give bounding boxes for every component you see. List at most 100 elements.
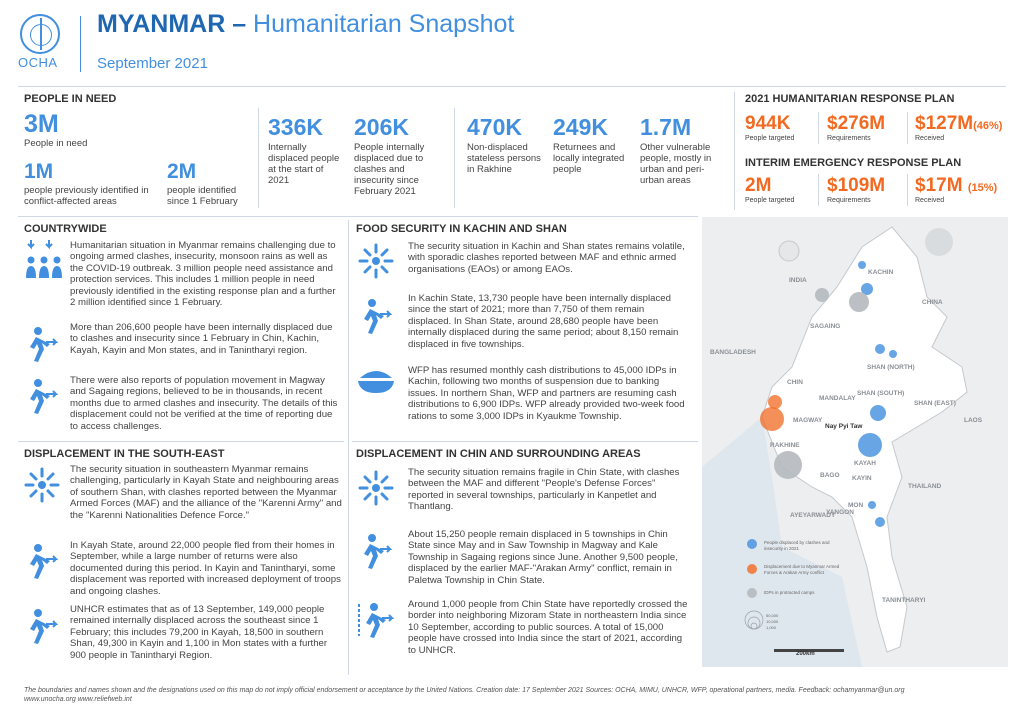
- map-label-tanintharyi: TANINTHARYI: [882, 597, 926, 604]
- map-label-thailand: THAILAND: [908, 483, 942, 490]
- map-label-bangladesh: BANGLADESH: [710, 349, 756, 356]
- inset-globe: [778, 240, 800, 262]
- map-label-yangon: YANGON: [826, 509, 854, 516]
- map-label-kachin: KACHIN: [868, 269, 894, 276]
- south-east-p1: The security situation in southeastern M…: [70, 464, 342, 521]
- kachin-shan-p2: In Kachin State, 13,730 people have been…: [408, 293, 679, 350]
- new-pin-label: people identified since 1 February: [167, 185, 238, 207]
- map-label-shan-north: SHAN (NORTH): [867, 364, 915, 371]
- stat-idp-new-label: People internally displaced due to clash…: [354, 142, 425, 197]
- pin-divider: [258, 108, 259, 208]
- map-label-shan-south: SHAN (SOUTH): [857, 390, 905, 397]
- ierp-heading: INTERIM EMERGENCY RESPONSE PLAN: [745, 157, 962, 169]
- stat-stateless-label: Non-displaced stateless persons in Rakhi…: [467, 142, 541, 175]
- ocha-logo-emblem: [20, 14, 60, 54]
- chin-p1: The security situation remains fragile i…: [408, 467, 680, 513]
- size-legend-small: 1,000: [766, 625, 777, 630]
- stat-idp-new-value: 206K: [354, 114, 409, 140]
- south-east-p3: UNHCR estimates that as of 13 September,…: [70, 604, 328, 661]
- south-east-rule: [18, 441, 344, 442]
- hrp-received-value: $127M(46%): [915, 113, 1002, 135]
- ierp-received-pct: (15%): [967, 182, 998, 194]
- new-pin-value: 2M: [167, 160, 197, 183]
- section-rule: [18, 216, 698, 217]
- ierp-targeted-value: 2M: [745, 175, 772, 196]
- legend-maf-aa-conflict: Displacement due to Myanmar Armed Forces…: [764, 564, 840, 575]
- ierp-requirements-label: Requirements: [827, 197, 871, 204]
- map-label-bago: BAGO: [820, 472, 840, 479]
- hrp-targeted-label: People targeted: [745, 135, 795, 142]
- footer-links: www.unocha.org www.reliefweb.int: [24, 696, 132, 703]
- map-label-ayeyarwady: AYEYARWADY: [790, 512, 836, 519]
- title-country: MYANMAR –: [97, 10, 247, 38]
- kachin-shan-p1: The security situation in Kachin and Sha…: [408, 241, 685, 275]
- countrywide-p1: Humanitarian situation in Myanmar remain…: [70, 240, 336, 309]
- people-in-need-heading: PEOPLE IN NEED: [24, 93, 117, 105]
- map-label-laos: LAOS: [964, 417, 983, 424]
- map-label-rakhine: RAKHINE: [770, 442, 800, 449]
- myanmar-map: INDIA CHINA KACHIN SAGAING BANGLADESH SH…: [702, 217, 1008, 667]
- prev-pin-label: people previously identified in conflict…: [24, 185, 149, 207]
- ierp-received-value: $17M (15%): [915, 175, 997, 197]
- page-title: MYANMAR – Humanitarian Snapshot: [97, 10, 514, 39]
- displaced-person-icon: [30, 544, 58, 579]
- stat-divider: [454, 108, 455, 208]
- south-east-p2: In Kayah State, around 22,000 people fle…: [70, 540, 341, 597]
- column-divider: [348, 220, 349, 675]
- ierp-requirements-value: $109M: [827, 175, 886, 196]
- conflict-icon: [24, 467, 60, 503]
- ierp-divider-1: [818, 174, 819, 206]
- ierp-received-amount: $17M: [915, 175, 963, 196]
- size-legend-medium: 10,000: [766, 619, 779, 624]
- map-label-mon: MON: [848, 502, 864, 509]
- header-divider: [80, 16, 81, 72]
- food-bowl-icon: [358, 371, 394, 393]
- chin-heading: DISPLACEMENT IN CHIN AND SURROUNDING ARE…: [356, 448, 641, 460]
- map-label-chin: CHIN: [787, 379, 803, 386]
- map-label-china: CHINA: [922, 299, 943, 306]
- pin-value: 3M: [24, 110, 59, 138]
- map-label-magway: MAGWAY: [793, 417, 823, 424]
- countrywide-heading: COUNTRYWIDE: [24, 223, 107, 235]
- pin-label: People in need: [24, 138, 88, 149]
- countrywide-p2: More than 206,600 people have been inter…: [70, 322, 333, 356]
- stat-stateless-value: 470K: [467, 114, 522, 140]
- hrp-received-label: Received: [915, 135, 945, 142]
- conflict-icon: [358, 470, 394, 506]
- hrp-requirements-label: Requirements: [827, 135, 871, 142]
- stat-vulnerable-value: 1.7M: [640, 114, 692, 140]
- kachin-shan-heading: FOOD SECURITY IN KACHIN AND SHAN: [356, 223, 567, 235]
- report-date: September 2021: [97, 55, 208, 72]
- map-label-sagaing: SAGAING: [810, 323, 841, 330]
- ocha-logo-text: OCHA: [18, 55, 58, 70]
- legend-displaced-2021: People displaced by clashes and insecuri…: [764, 540, 830, 551]
- south-east-heading: DISPLACEMENT IN THE SOUTH-EAST: [24, 448, 225, 460]
- chin-rule: [352, 441, 698, 442]
- ierp-received-label: Received: [915, 197, 945, 204]
- title-subtitle: Humanitarian Snapshot: [246, 10, 515, 38]
- displaced-person-icon: [30, 327, 58, 362]
- countrywide-p3: There were also reports of population mo…: [70, 375, 338, 432]
- map-label-nay-pyi-taw: Nay Pyi Taw: [825, 423, 863, 430]
- displaced-person-icon: [30, 609, 58, 644]
- hrp-heading: 2021 HUMANITARIAN RESPONSE PLAN: [745, 93, 955, 105]
- stat-returnees-value: 249K: [553, 114, 608, 140]
- legend-protracted-camps: IDPs in protracted camps: [764, 590, 815, 595]
- hrp-requirements-value: $276M: [827, 113, 886, 134]
- prev-pin-value: 1M: [24, 160, 54, 183]
- kachin-shan-p3: WFP has resumed monthly cash distributio…: [408, 365, 685, 422]
- hrp-targeted-value: 944K: [745, 113, 791, 134]
- border-crossing-icon: [358, 603, 394, 638]
- map-label-kayin: KAYIN: [852, 475, 872, 482]
- conflict-icon: [358, 243, 394, 279]
- map-label-shan-east: SHAN (EAST): [914, 400, 956, 407]
- footer: The boundaries and names shown and the d…: [24, 686, 1004, 704]
- map-label-india: INDIA: [789, 277, 807, 284]
- hrp-divider-2: [907, 112, 908, 144]
- stat-returnees-label: Returnees and locally integrated people: [553, 142, 625, 175]
- map-label-mandalay: MANDALAY: [819, 395, 856, 402]
- scale-bar: [774, 649, 844, 652]
- header-rule: [18, 86, 1006, 87]
- displaced-person-icon: [364, 534, 392, 569]
- displaced-person-icon: [30, 379, 58, 414]
